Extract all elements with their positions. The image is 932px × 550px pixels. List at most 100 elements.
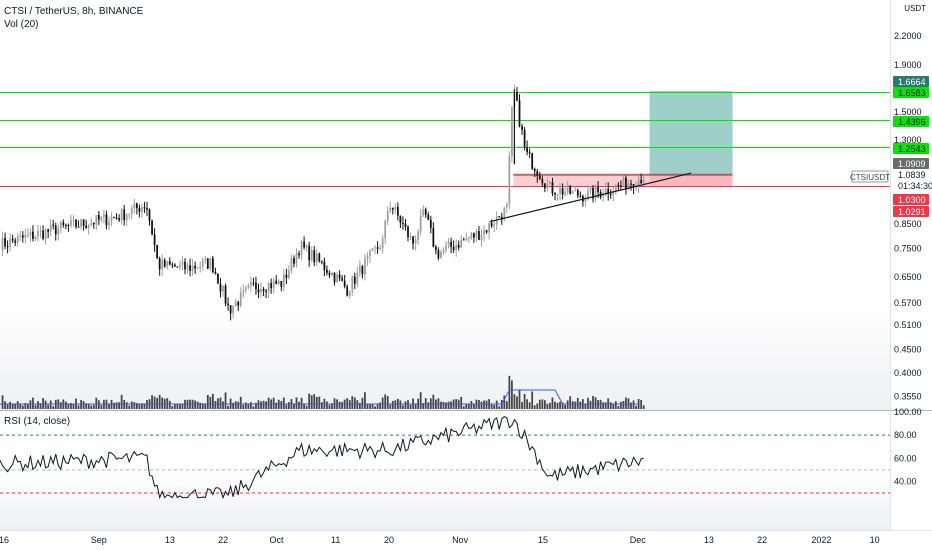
candle-body [166,261,169,267]
volume-bar [222,401,224,409]
volume-bar [280,401,283,409]
candle-body [508,155,511,205]
candle-body [4,237,6,247]
candle-body [440,251,442,259]
time-tick-label: Oct [269,535,284,545]
candle-body [556,194,559,196]
volume-bar [521,402,523,409]
candle-body [412,236,414,244]
candle-body [419,215,422,232]
price-label-text: 1.4396 [898,117,926,127]
volume-bar [171,405,174,409]
candle-body [151,220,153,235]
volume-ma-line [0,389,639,405]
volume-bar [300,397,303,409]
volume-bar [179,403,181,409]
candle-body [290,258,293,271]
candle-body [376,247,379,249]
candle-body [333,272,336,283]
time-tick-label: 13 [165,535,175,545]
candle-body [460,239,463,248]
volume-bar [265,401,267,409]
volume-bar [252,406,255,409]
candle-body [617,185,620,187]
rsi-legend[interactable]: RSI (14, close) [4,416,71,427]
volume-bar [100,405,103,409]
price-label-text: 1.6583 [898,88,926,98]
candle-body [65,224,67,226]
candle-body [323,261,326,270]
price-tick-label: 0.6500 [894,272,922,282]
volume-bar [67,403,70,409]
candle-body [42,230,44,239]
candle-body [637,179,640,187]
volume-bar [326,401,328,409]
volume-bar [407,400,409,409]
volume-bar [462,406,465,409]
candle-body [115,217,118,219]
candle-body [361,265,364,275]
candle-body [457,244,460,248]
volume-bar [255,402,257,409]
candle-body [77,226,80,228]
volume-bar [587,397,589,409]
volume-bar [303,403,305,409]
candle-body [242,290,245,293]
candle-body [148,209,151,221]
candle-body [118,218,120,221]
candle-body [95,215,98,225]
candle-body [427,214,430,220]
volume-bar [90,405,93,409]
volume-bar [614,401,617,409]
candle-body [14,240,17,243]
candle-body [417,231,420,240]
volume-bar [516,396,518,409]
volume-bar [141,403,143,409]
candle-body [161,260,164,270]
stop-zone [649,174,733,187]
candle-body [298,253,300,256]
candle-body [399,215,402,224]
ticker-tag-box [851,170,889,183]
volume-bar [44,400,47,409]
volume-bar [602,402,605,409]
candle-body [19,235,22,237]
volume-bar [386,396,389,409]
candle-body [214,272,217,274]
symbol-legend[interactable]: CTSI / TetherUS, 8h, BINANCE [4,6,144,17]
volume-bar [201,403,204,409]
volume-legend[interactable]: Vol (20) [4,19,39,30]
volume-bar [232,402,235,409]
candle-body [396,207,399,216]
candle-body [204,258,207,261]
candle-body [429,219,432,228]
volume-bar [16,401,19,409]
candle-body [620,185,622,187]
candle-body [407,226,409,237]
candle-body [589,187,592,191]
candle-body [108,221,110,226]
candle-body [194,265,197,269]
volume-bar [310,395,313,409]
volume-bar [399,400,402,409]
volume-bar [594,397,597,409]
candle-body [313,250,316,263]
volume-bar [214,401,217,409]
volume-bar [338,401,341,409]
volume-bar [531,391,534,409]
volume-bar [503,395,506,409]
volume-bar [308,393,311,409]
volume-bar [181,404,184,409]
rsi-line [0,416,644,500]
candle-body [113,217,115,219]
volume-bar [153,396,156,409]
candle-body [635,186,637,188]
volume-bar [361,397,364,409]
candle-body [485,230,488,233]
price-tick-label: 1.5000 [894,107,922,117]
candle-body [389,207,392,212]
price-label-box [893,158,929,169]
candle-body [234,301,237,307]
candle-body [16,236,19,243]
